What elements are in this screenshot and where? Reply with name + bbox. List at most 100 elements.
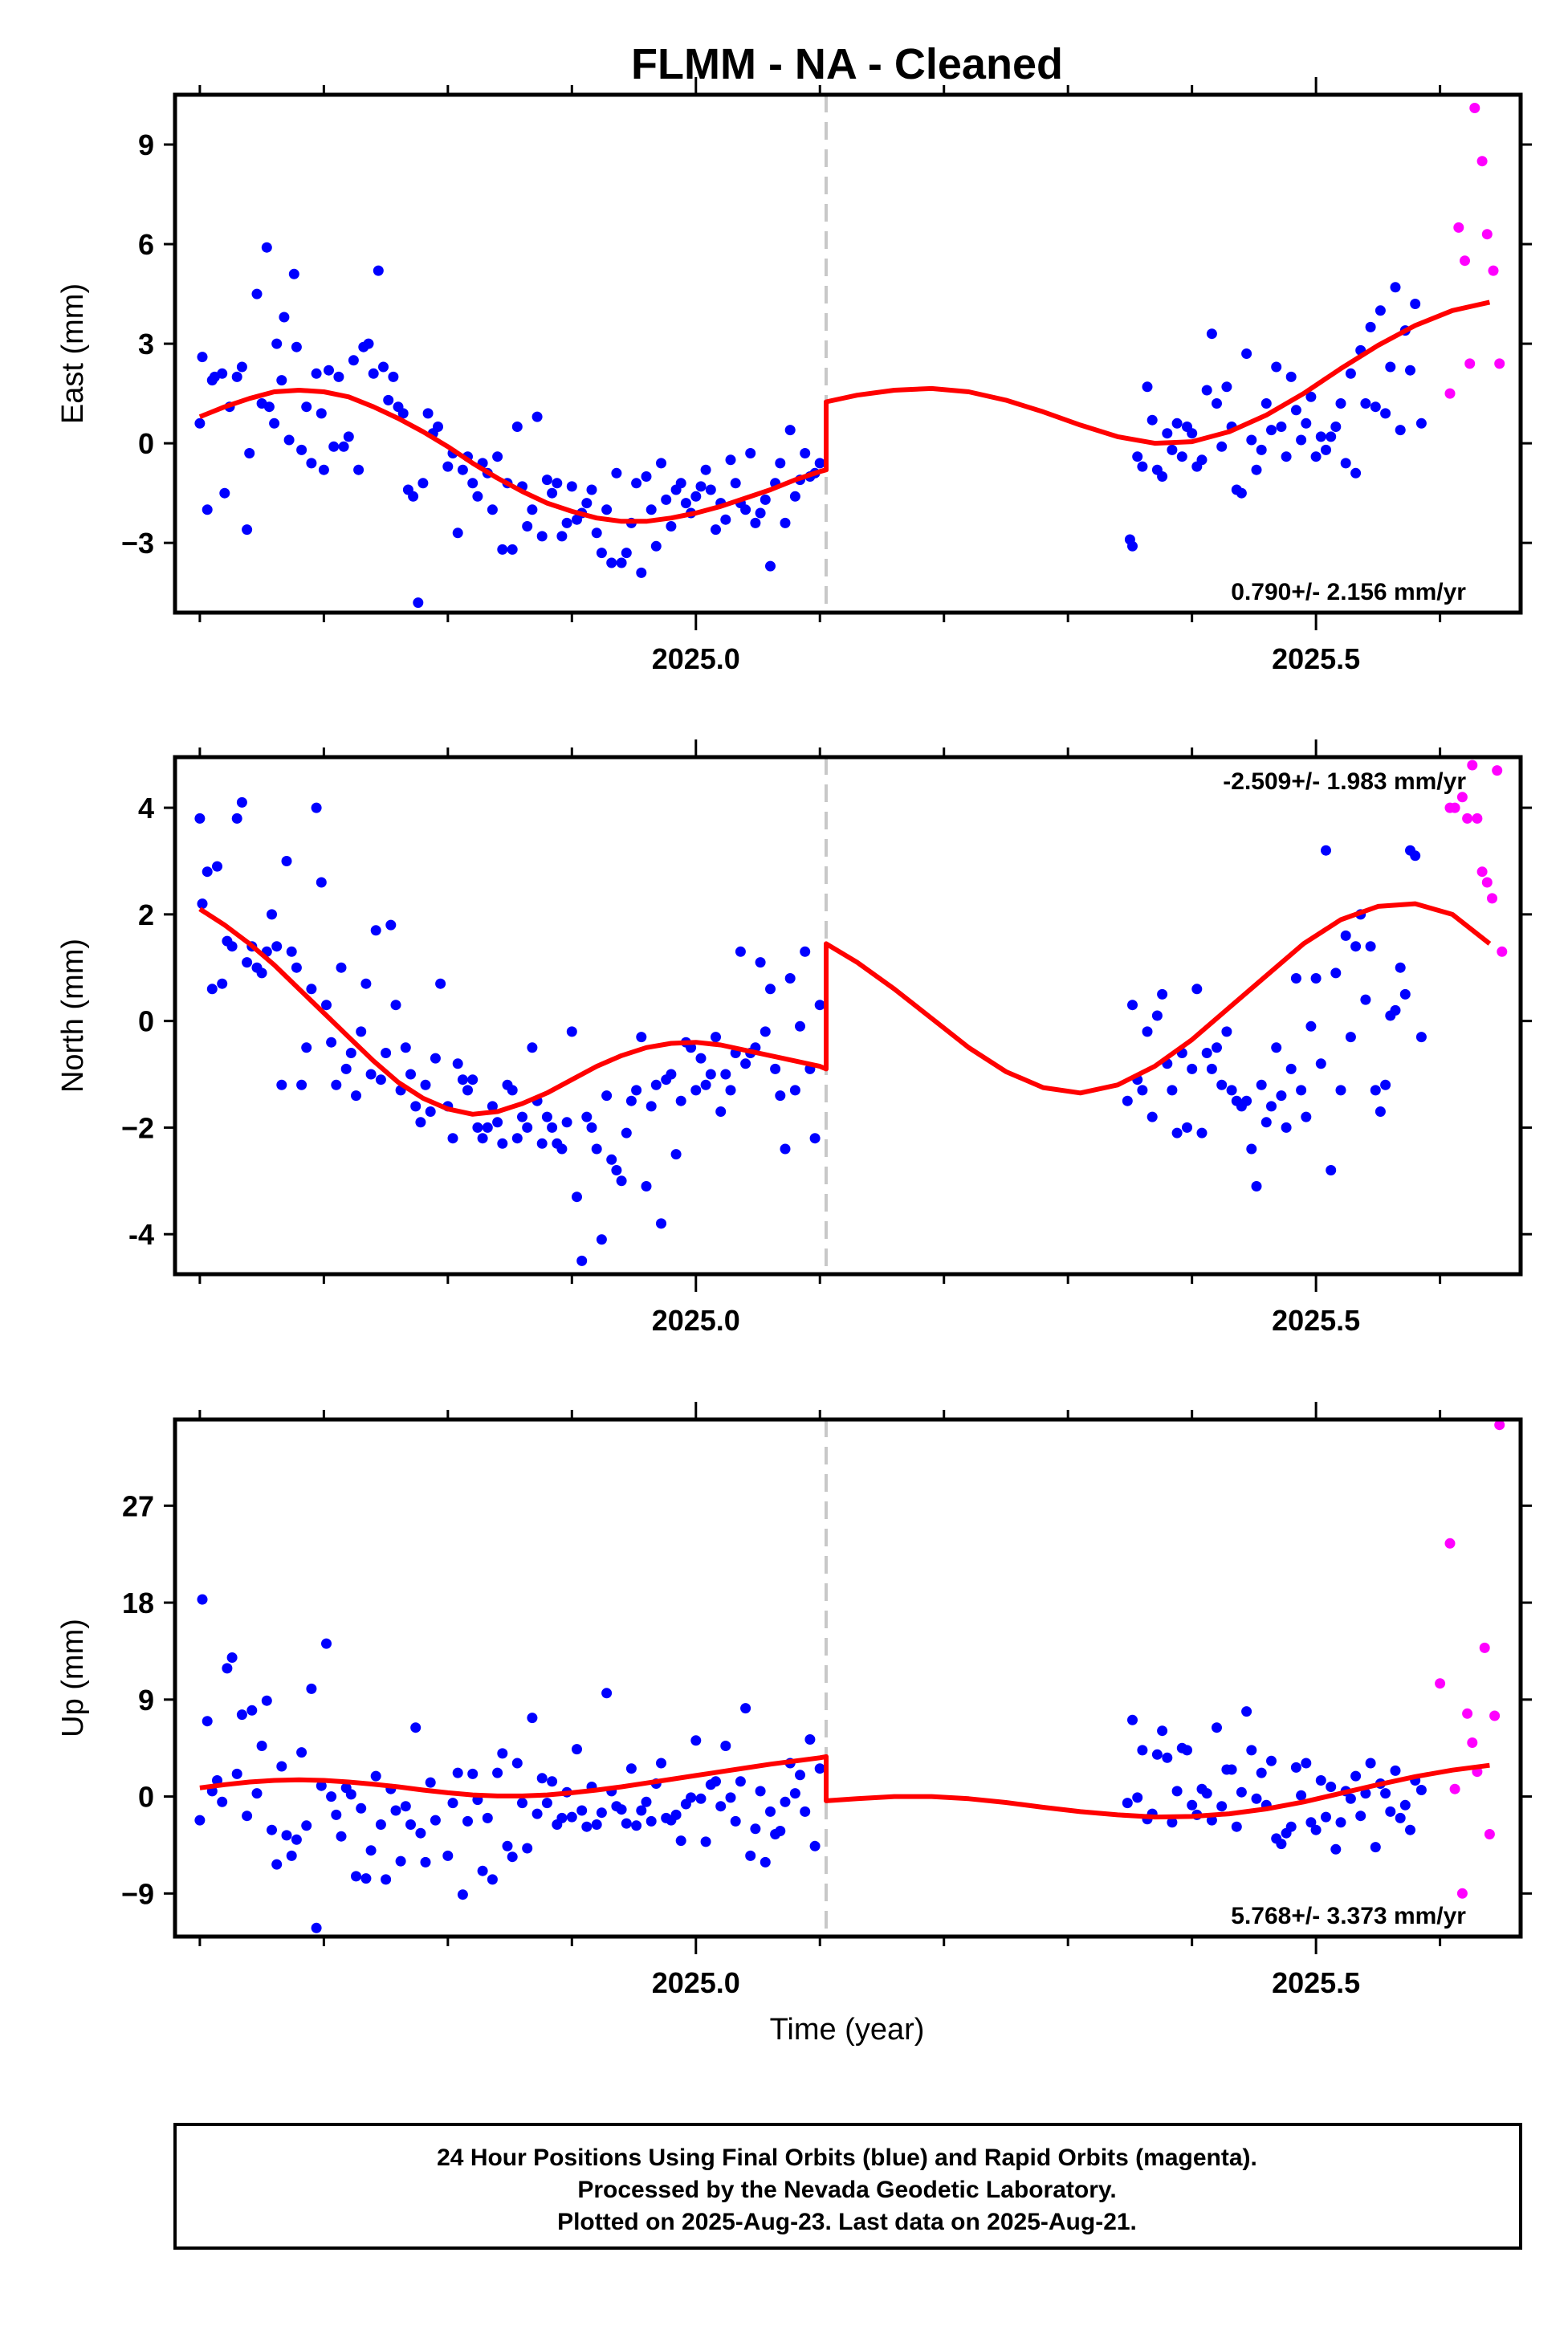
final-point [800,448,811,458]
final-point [331,1809,342,1820]
final-point [1122,1095,1133,1106]
final-point [457,1074,468,1086]
rapid-point [1494,358,1505,369]
final-point [576,1805,588,1816]
final-point [750,517,761,528]
final-point [306,458,317,469]
final-point [1301,1758,1312,1769]
final-point [1206,328,1217,340]
final-point [1201,385,1212,396]
final-point [1405,365,1415,376]
final-point [601,1090,613,1102]
final-point [650,540,662,552]
final-point [690,1735,702,1746]
final-point [1415,1785,1427,1795]
final-point [552,478,563,489]
final-point [236,361,247,373]
final-point [725,1085,736,1096]
final-point [1390,282,1401,293]
final-point [457,1889,468,1900]
y-tick-label: 3 [138,328,154,360]
final-point [467,1768,479,1779]
final-point [1226,1764,1237,1775]
data-points [194,103,1505,609]
final-point [236,1709,247,1721]
final-point [242,957,253,968]
final-point [556,1143,568,1155]
footer-box: 24 Hour Positions Using Final Orbits (bl… [173,2123,1522,2250]
rapid-point [1462,1708,1473,1719]
final-point [301,1042,312,1053]
final-point [740,1703,751,1714]
final-point [556,1812,568,1823]
final-point [780,1143,791,1155]
final-point [1390,1004,1401,1016]
final-point [581,1821,593,1832]
final-point [306,984,317,995]
final-point [1167,1817,1178,1828]
final-point [745,448,756,458]
final-point [1350,467,1362,479]
final-point [452,527,463,539]
final-point [1157,471,1168,482]
final-point [256,1741,267,1751]
panel-frame [173,1417,1523,1939]
final-point [531,1808,543,1819]
final-point [1410,299,1421,309]
final-point [789,1788,800,1799]
final-point [586,484,597,495]
rapid-point [1467,1737,1478,1748]
final-point [1256,444,1267,455]
final-point [755,957,766,968]
final-point [326,1037,337,1048]
final-point [246,1705,258,1716]
final-point [517,1111,527,1122]
final-point [730,1815,741,1827]
series-rapid [1444,760,1508,957]
final-point [1246,1745,1257,1756]
final-point [390,1000,401,1011]
final-point [1326,431,1337,442]
final-point [351,1090,361,1102]
final-point [1127,1714,1138,1725]
final-point [217,368,228,379]
final-point [197,352,208,363]
final-point [226,1652,238,1663]
final-point [670,1809,682,1820]
final-point [1171,418,1183,429]
final-point [740,1058,751,1069]
final-point [1196,1127,1208,1138]
final-point [217,978,228,989]
final-point [775,1826,786,1836]
final-point [690,1085,702,1096]
final-point [324,365,334,376]
final-point [442,1850,454,1861]
y-tick-label: 6 [138,228,154,261]
final-point [809,1840,821,1851]
final-point [430,1053,441,1064]
final-point [276,1761,287,1772]
final-point [1162,1752,1173,1763]
final-point [487,1101,498,1112]
final-point [1326,1782,1337,1792]
final-point [675,1835,686,1847]
panel-east: −3 0 3 6 9 2025.0 2025.5 East (mm) 0.790+/- 2.15… [56,77,1532,675]
final-point [596,1234,607,1245]
final-point [1399,988,1411,1000]
final-point [591,527,602,539]
final-point [527,504,538,515]
footer-line-2: Processed by the Nevada Geodetic Laborat… [577,2177,1116,2203]
final-point [715,1106,727,1117]
panel-frame [173,92,1523,615]
final-point [725,454,736,466]
y-tick-label: −3 [121,527,154,560]
final-point [814,1763,825,1774]
final-point [267,1824,277,1835]
rapid-point [1481,877,1493,888]
final-point [430,1815,441,1826]
chart-title: FLMM - NA - Cleaned [631,40,1063,88]
final-point [656,1218,666,1229]
final-point [286,1850,297,1861]
rapid-point [1494,1420,1505,1431]
final-point [1157,1725,1168,1737]
